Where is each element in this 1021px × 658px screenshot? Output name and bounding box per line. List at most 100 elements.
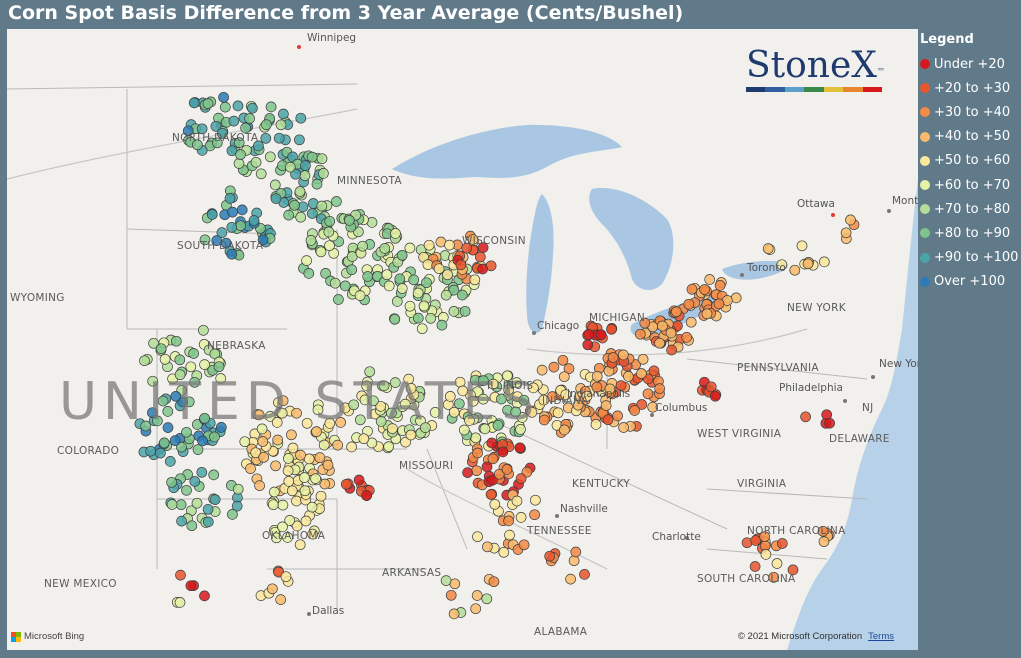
basis-marker[interactable]: [329, 277, 341, 289]
basis-marker[interactable]: [186, 520, 198, 532]
basis-marker[interactable]: [362, 271, 374, 282]
basis-marker[interactable]: [353, 226, 364, 238]
basis-marker[interactable]: [301, 255, 312, 266]
basis-marker[interactable]: [579, 569, 590, 580]
basis-marker[interactable]: [155, 447, 166, 459]
basis-marker[interactable]: [270, 460, 281, 472]
basis-marker[interactable]: [217, 127, 228, 139]
basis-marker[interactable]: [301, 417, 313, 429]
terms-link[interactable]: Terms: [868, 631, 894, 642]
basis-marker[interactable]: [199, 359, 210, 370]
legend-item[interactable]: Over +100: [920, 270, 1018, 294]
basis-marker[interactable]: [145, 445, 157, 457]
basis-marker[interactable]: [282, 465, 294, 477]
basis-marker[interactable]: [462, 467, 473, 478]
basis-marker[interactable]: [557, 354, 569, 366]
basis-marker[interactable]: [636, 368, 647, 379]
basis-marker[interactable]: [386, 407, 397, 419]
basis-marker[interactable]: [730, 292, 742, 304]
basis-marker[interactable]: [290, 168, 301, 180]
basis-marker[interactable]: [699, 284, 710, 295]
basis-marker[interactable]: [461, 242, 473, 254]
basis-marker[interactable]: [162, 422, 174, 433]
basis-marker[interactable]: [477, 393, 489, 405]
basis-marker[interactable]: [560, 389, 572, 401]
basis-marker[interactable]: [817, 525, 829, 537]
basis-marker[interactable]: [224, 193, 236, 204]
basis-marker[interactable]: [472, 447, 483, 459]
basis-marker[interactable]: [286, 485, 298, 497]
basis-marker[interactable]: [749, 561, 761, 572]
basis-marker[interactable]: [264, 411, 276, 422]
basis-marker[interactable]: [271, 532, 282, 544]
basis-marker[interactable]: [750, 535, 762, 546]
basis-marker[interactable]: [280, 571, 292, 583]
basis-marker[interactable]: [469, 274, 481, 286]
basis-marker[interactable]: [423, 239, 435, 251]
basis-marker[interactable]: [511, 495, 523, 507]
basis-marker[interactable]: [314, 452, 326, 463]
basis-marker[interactable]: [210, 120, 222, 132]
basis-marker[interactable]: [196, 466, 208, 478]
basis-marker[interactable]: [358, 433, 370, 445]
basis-marker[interactable]: [277, 499, 289, 511]
basis-marker[interactable]: [487, 474, 498, 486]
basis-marker[interactable]: [405, 383, 417, 394]
basis-marker[interactable]: [845, 214, 856, 226]
basis-marker[interactable]: [253, 140, 264, 152]
basis-marker[interactable]: [287, 442, 299, 454]
basis-marker[interactable]: [405, 429, 417, 441]
legend-item[interactable]: +70 to +80: [920, 197, 1018, 221]
basis-marker[interactable]: [436, 319, 448, 331]
basis-marker[interactable]: [776, 259, 788, 271]
basis-marker[interactable]: [235, 149, 246, 160]
basis-marker[interactable]: [250, 156, 262, 168]
basis-marker[interactable]: [202, 98, 214, 109]
basis-marker[interactable]: [518, 539, 530, 551]
basis-marker[interactable]: [404, 242, 416, 254]
basis-marker[interactable]: [582, 339, 594, 351]
basis-marker[interactable]: [227, 509, 238, 520]
basis-marker[interactable]: [612, 410, 623, 422]
basis-marker[interactable]: [208, 469, 220, 481]
basis-marker[interactable]: [617, 349, 629, 361]
basis-marker[interactable]: [526, 406, 538, 418]
basis-marker[interactable]: [530, 494, 541, 506]
basis-marker[interactable]: [175, 499, 187, 511]
basis-marker[interactable]: [379, 243, 391, 254]
basis-marker[interactable]: [257, 234, 269, 246]
basis-marker[interactable]: [515, 473, 527, 484]
basis-marker[interactable]: [639, 317, 651, 329]
basis-marker[interactable]: [170, 390, 182, 402]
legend-item[interactable]: +30 to +40: [920, 100, 1018, 124]
basis-marker[interactable]: [294, 539, 306, 551]
basis-marker[interactable]: [623, 371, 634, 382]
basis-marker[interactable]: [269, 486, 280, 498]
basis-marker[interactable]: [364, 366, 376, 378]
basis-marker[interactable]: [315, 490, 327, 502]
basis-marker[interactable]: [257, 436, 269, 447]
basis-marker[interactable]: [189, 376, 200, 388]
basis-marker[interactable]: [188, 348, 199, 359]
basis-marker[interactable]: [189, 476, 201, 487]
basis-marker[interactable]: [492, 419, 504, 431]
basis-marker[interactable]: [381, 269, 393, 281]
basis-marker[interactable]: [481, 593, 493, 605]
basis-marker[interactable]: [191, 497, 203, 509]
basis-marker[interactable]: [310, 473, 321, 484]
basis-marker[interactable]: [515, 512, 527, 523]
basis-marker[interactable]: [291, 495, 302, 507]
basis-marker[interactable]: [840, 227, 852, 239]
basis-marker[interactable]: [412, 287, 424, 299]
basis-marker[interactable]: [634, 328, 646, 340]
basis-marker[interactable]: [299, 485, 311, 497]
basis-marker[interactable]: [344, 215, 355, 226]
basis-marker[interactable]: [323, 226, 335, 238]
basis-marker[interactable]: [311, 426, 322, 437]
basis-marker[interactable]: [294, 134, 305, 146]
basis-marker[interactable]: [470, 603, 482, 615]
basis-marker[interactable]: [185, 361, 197, 373]
basis-marker[interactable]: [657, 320, 668, 332]
basis-marker[interactable]: [383, 280, 395, 292]
basis-marker[interactable]: [147, 375, 159, 387]
